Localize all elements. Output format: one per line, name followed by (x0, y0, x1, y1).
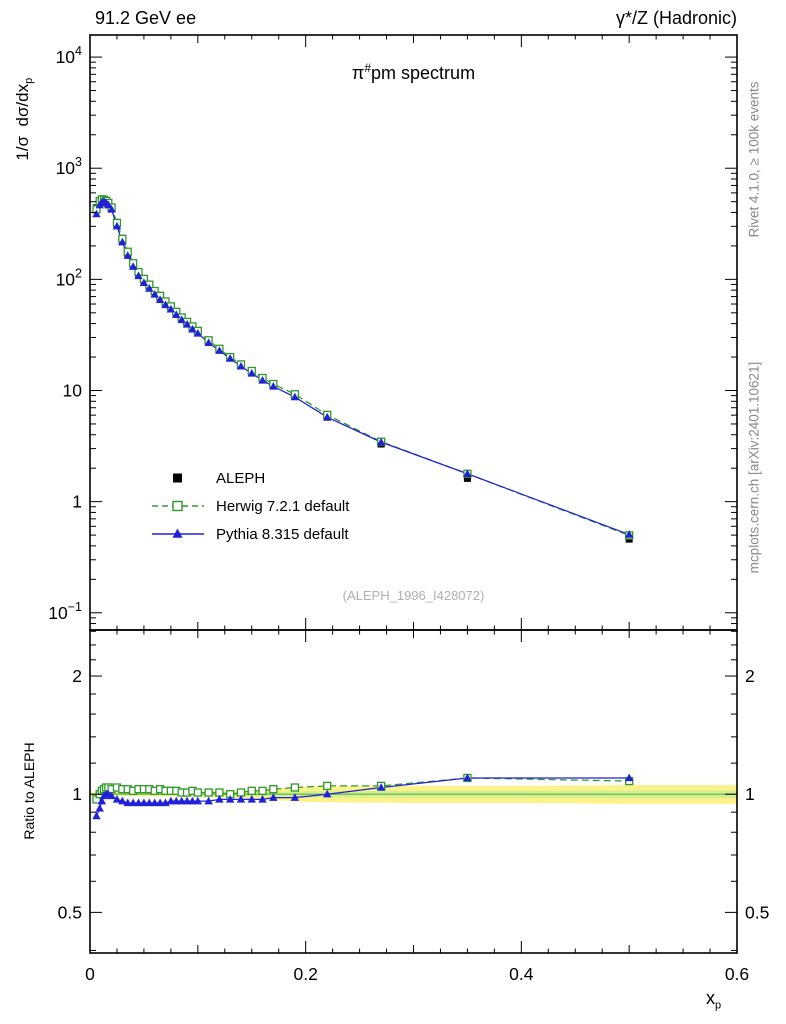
process-label: γ*/Z (Hadronic) (615, 8, 737, 28)
legend-label-herwig: Herwig 7.2.1 default (216, 497, 350, 515)
series-pythia (92, 197, 634, 820)
x-axis-label-sub: p (715, 999, 722, 1012)
beam-energy-label: 91.2 GeV ee (95, 8, 197, 28)
legend-item-pythia: Pythia 8.315 default (150, 520, 349, 548)
legend-item-aleph: ALEPH (150, 464, 349, 492)
mcplots-arxiv-note: mcplots.cern.ch [arXiv:2401.10621] (746, 361, 762, 574)
y-axis-label-text: 1/σ dσ/dx (12, 83, 32, 161)
svg-text:2: 2 (745, 666, 755, 686)
svg-text:0.5: 0.5 (745, 902, 769, 922)
filled-square-icon (173, 473, 182, 483)
plot-title-pre: π (351, 63, 365, 83)
legend-label-aleph: ALEPH (216, 469, 266, 487)
svg-text:10: 10 (63, 381, 83, 401)
svg-text:10−1: 10−1 (48, 600, 82, 623)
plot-title: π#pm spectrum (90, 61, 737, 84)
svg-text:0: 0 (85, 964, 95, 984)
svg-text:103: 103 (56, 155, 82, 178)
svg-text:0.4: 0.4 (509, 964, 534, 984)
svg-text:1: 1 (745, 784, 755, 804)
y-axis-label-main: 1/σ dσ/dxp (13, 0, 35, 269)
x-axis-label: xp (706, 988, 721, 1012)
svg-text:104: 104 (56, 44, 82, 67)
legend-item-herwig: Herwig 7.2.1 default (150, 492, 349, 520)
svg-text:2: 2 (72, 666, 82, 686)
rivet-version-note: Rivet 4.1.0, ≥ 100k events (746, 81, 762, 238)
open-square-dashed-line-icon (152, 500, 204, 512)
svg-text:1: 1 (72, 784, 82, 804)
axis-tick-labels: 10−1 1 10 102 103 104 0.5 0.5 1 1 2 2 0 0.2 0.4 0.6 (48, 44, 769, 984)
analysis-watermark: (ALEPH_1996_I428072) (342, 588, 485, 603)
ratio-axis-label: Ratio to ALEPH (21, 742, 37, 840)
svg-text:0.2: 0.2 (294, 964, 318, 984)
y-axis-label-sub: p (23, 77, 36, 84)
svg-text:0.6: 0.6 (725, 964, 749, 984)
plot-title-sup: # (364, 61, 372, 75)
legend: ALEPH Herwig 7.2.1 default Pythia 8.315 … (150, 464, 349, 548)
svg-text:0.5: 0.5 (58, 902, 82, 922)
svg-text:102: 102 (56, 266, 82, 289)
filled-triangle-solid-line-icon (152, 528, 204, 538)
svg-text:1: 1 (72, 492, 82, 512)
legend-label-pythia: Pythia 8.315 default (216, 525, 349, 543)
panel-frames (89, 34, 738, 954)
x-axis-label-text: x (706, 988, 715, 1008)
plot-title-post: pm spectrum (371, 63, 476, 83)
